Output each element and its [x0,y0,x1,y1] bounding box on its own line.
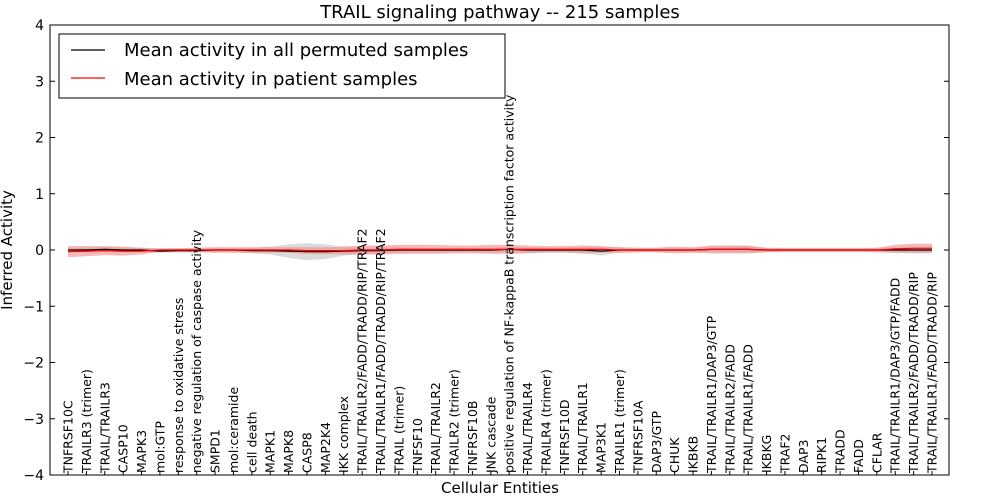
x-tick-label: positive regulation of NF-kappaB transcr… [502,94,517,473]
x-tick-label: TNFRSF10D [557,399,572,474]
x-tick-label: TRAIL/TRAILR1/DAP3/GTP/FADD [888,278,903,474]
x-tick-label: TRAIL (trimer) [391,386,406,474]
x-tick-label: TRAIL/TRAILR1/FADD [741,344,756,474]
x-tick-label: negative regulation of caspase activity [189,229,204,473]
x-tick-label: TRAIL/TRAILR3 [97,382,112,474]
y-tick-label: 2 [35,131,44,147]
y-tick-label: −2 [23,356,44,372]
x-tick-label: TRAIL/TRAILR1 [575,382,590,474]
x-tick-label: TRAIL/TRAILR2 [428,382,443,474]
x-tick-label: TNFRSF10B [465,401,480,474]
x-tick-label: mol:ceramide [226,387,241,473]
x-tick-label: TRAIL/TRAILR1/FADD/TRADD/RIP [925,272,940,474]
x-tick-label: DAP3 [796,440,811,473]
legend-label-permuted: Mean activity in all permuted samples [124,40,468,61]
x-tick-label: TRAIL/TRAILR4 [520,382,535,474]
x-tick-label: CASP10 [116,424,131,473]
x-tick-label: TRAILR1 (trimer) [612,369,627,474]
x-tick-label: FADD [851,439,866,473]
x-tick-label: TRAIL/TRAILR1/FADD/TRADD/RIP/TRAF2 [373,228,388,474]
x-tick-label: MAPK1 [263,430,278,473]
x-tick-label: TNFSF10 [410,418,425,474]
x-tick-label: TRAIL/TRAILR2/FADD/TRADD/RIP/TRAF2 [355,228,370,474]
y-tick-label: 0 [35,243,44,259]
x-tick-label: cell death [244,411,259,473]
plot-frame [49,24,950,476]
x-tick-label: SMPD1 [208,429,223,473]
x-tick-label: CFLAR [869,432,884,473]
y-tick-label: −4 [23,468,44,484]
x-tick-label: TRAIL/TRAILR2/FADD/TRADD/RIP [906,272,921,474]
legend: Mean activity in all permuted samples Me… [58,33,506,99]
x-tick-label: MAPK8 [281,430,296,473]
chart-title: TRAIL signaling pathway -- 215 samples [319,2,680,23]
x-tick-label: IKBKG [759,435,774,473]
x-tick-label: MAP3K1 [594,422,609,473]
y-tick-label: 3 [35,74,44,90]
x-tick-label: TRAILR4 (trimer) [539,369,554,474]
x-tick-label: MAP2K4 [318,422,333,473]
x-tick-label: MAPK3 [134,430,149,473]
x-tick-label: JNK cascade [483,396,498,474]
y-axis-label: Inferred Activity [0,190,16,310]
y-tick-label: 1 [35,187,44,203]
y-tick-label: −1 [23,299,44,315]
band-mean-activity-in-patient-samples [68,243,932,258]
x-tick-label: DAP3/GTP [649,410,664,473]
x-tick-label: CASP8 [300,432,315,473]
x-tick-label: RIPK1 [814,437,829,473]
x-axis-label: Cellular Entities [441,479,559,497]
x-tick-label: TRAIL/TRAILR1/DAP3/GTP [704,315,719,474]
line-mean-activity-in-patient-samples [67,247,932,253]
x-tick-label: TRADD [833,429,848,474]
x-tick-label: TRAILR3 (trimer) [79,369,94,474]
x-tick-label: CHUK [667,437,682,473]
x-tick-label: TRAILR2 (trimer) [447,369,462,474]
x-tick-label: TRAIL/TRAILR2/FADD [722,344,737,474]
x-tick-label: mol:GTP [152,421,167,473]
y-tick-label: −3 [23,412,44,428]
x-tick-label: IKBKB [686,436,701,473]
x-tick-label: TNFRSF10A [630,400,645,474]
x-tick-label: TRAF2 [777,433,792,474]
x-tick-label: TNFRSF10C [61,400,76,474]
legend-box [58,33,506,99]
legend-label-patient: Mean activity in patient samples [124,69,418,90]
y-tick-label: 4 [35,18,44,34]
x-tick-label: response to oxidative stress [171,298,186,473]
x-tick-label: IKK complex [336,396,351,473]
